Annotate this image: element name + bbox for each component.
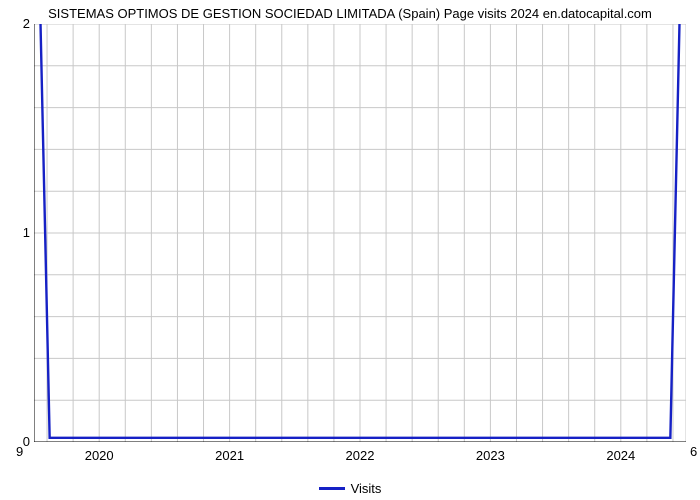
x-tick-label: 2022 [346,448,375,463]
x-tick-label: 2020 [85,448,114,463]
x-tick-label: 2023 [476,448,505,463]
chart-title: SISTEMAS OPTIMOS DE GESTION SOCIEDAD LIM… [0,6,700,21]
y-tick-label: 2 [12,16,30,31]
legend-label: Visits [351,481,382,496]
corner-label-bottom-left: 9 [16,444,23,459]
y-tick-label: 1 [12,225,30,240]
corner-label-bottom-right: 6 [690,444,697,459]
legend-swatch [319,487,345,490]
x-tick-label: 2021 [215,448,244,463]
chart-svg [34,24,686,442]
plot-area [34,24,686,442]
x-tick-label: 2024 [606,448,635,463]
legend: Visits [0,481,700,496]
